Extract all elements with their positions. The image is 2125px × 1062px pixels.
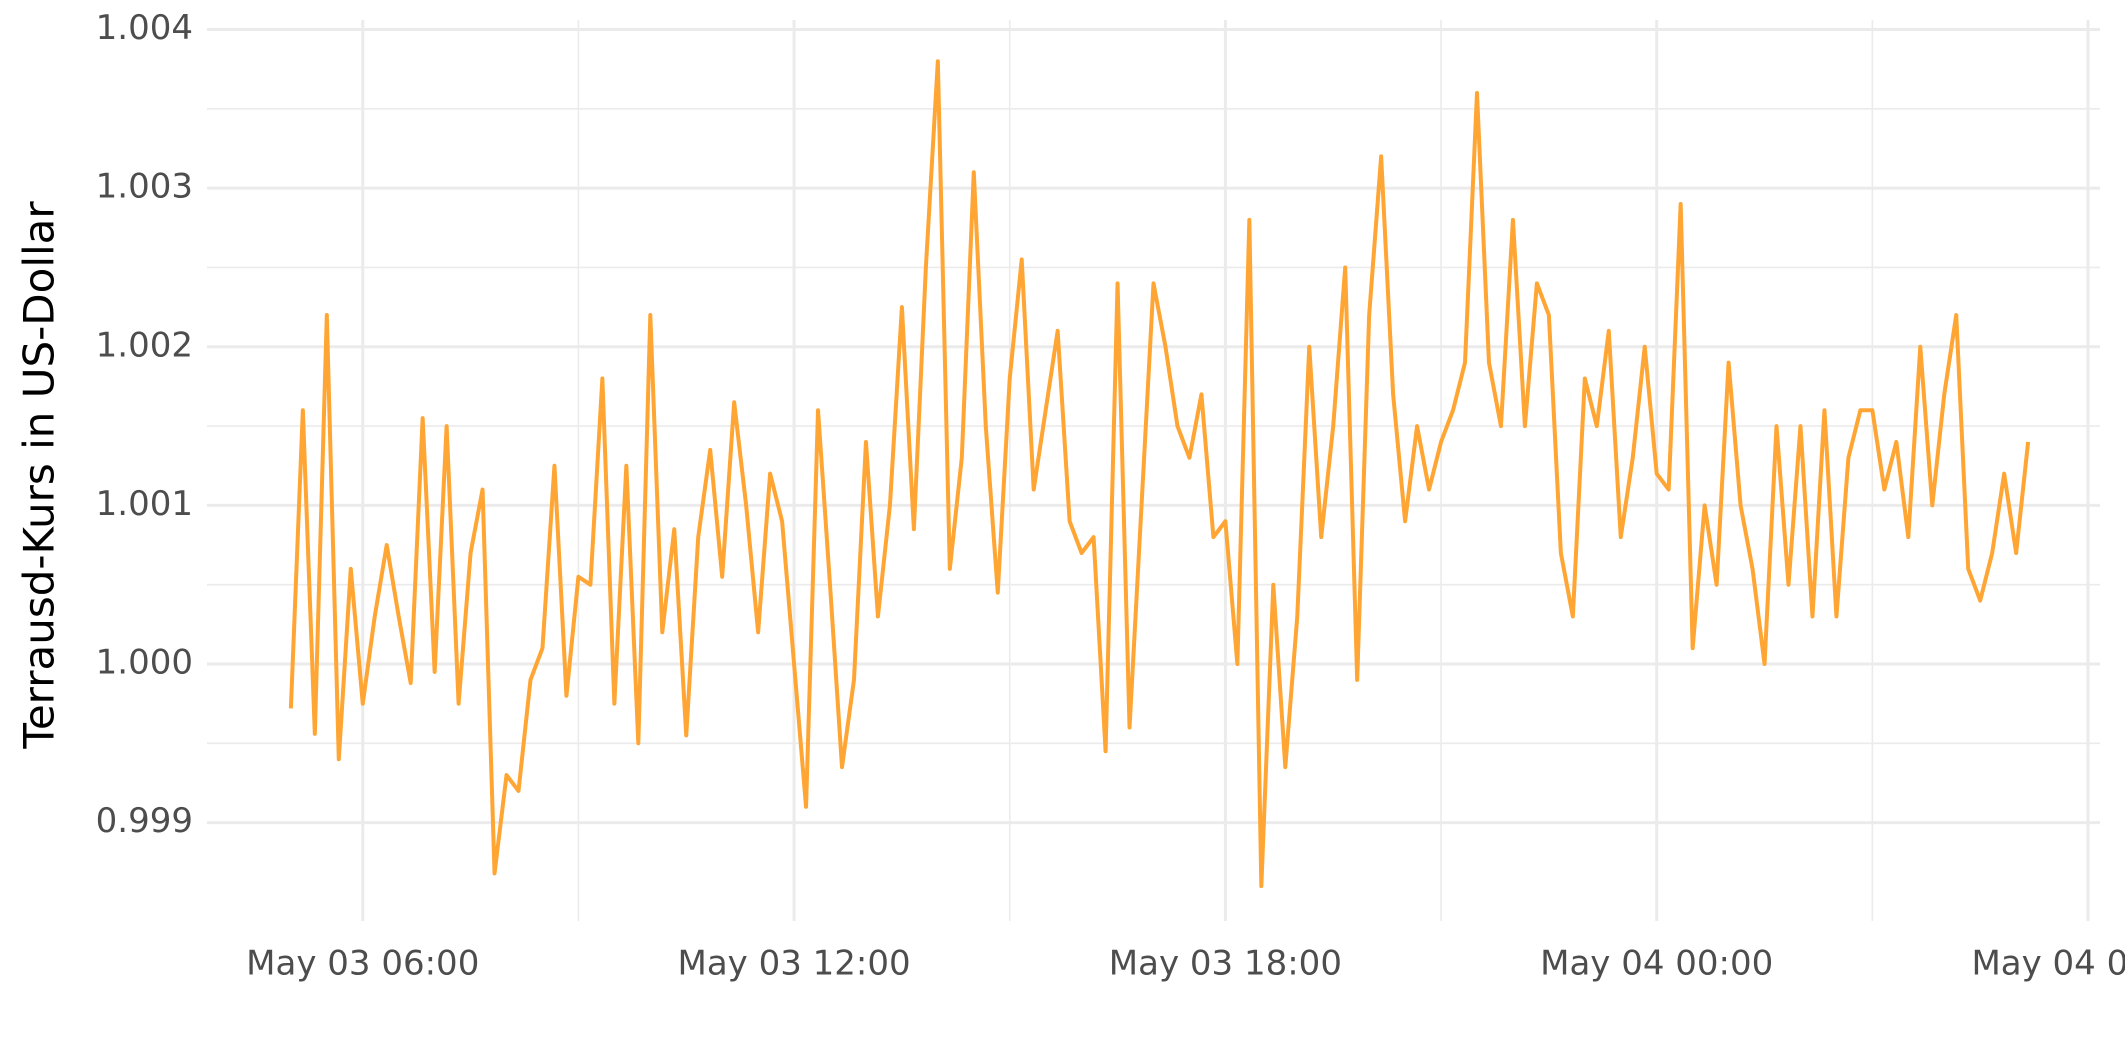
y-tick-label: 1.000: [96, 643, 193, 683]
x-tick-label: May 03 06:00: [246, 944, 479, 984]
x-tick-label: May 04 00:00: [1540, 944, 1773, 984]
y-tick-label: 1.003: [96, 167, 193, 207]
y-axis-title: Terrausd-Kurs in US-Dollar: [15, 201, 64, 750]
y-tick-label: 0.999: [96, 801, 193, 841]
y-tick-label: 1.002: [96, 325, 193, 365]
price-line: [288, 59, 2031, 889]
y-tick-label: 1.004: [96, 8, 193, 48]
y-tick-label: 1.001: [96, 484, 193, 524]
plot-area: [288, 59, 2031, 889]
x-tick-label: May 03 18:00: [1109, 944, 1342, 984]
grid: [207, 20, 2100, 921]
x-tick-label: May 04 06:00: [1971, 944, 2125, 984]
x-tick-label: May 03 12:00: [677, 944, 910, 984]
